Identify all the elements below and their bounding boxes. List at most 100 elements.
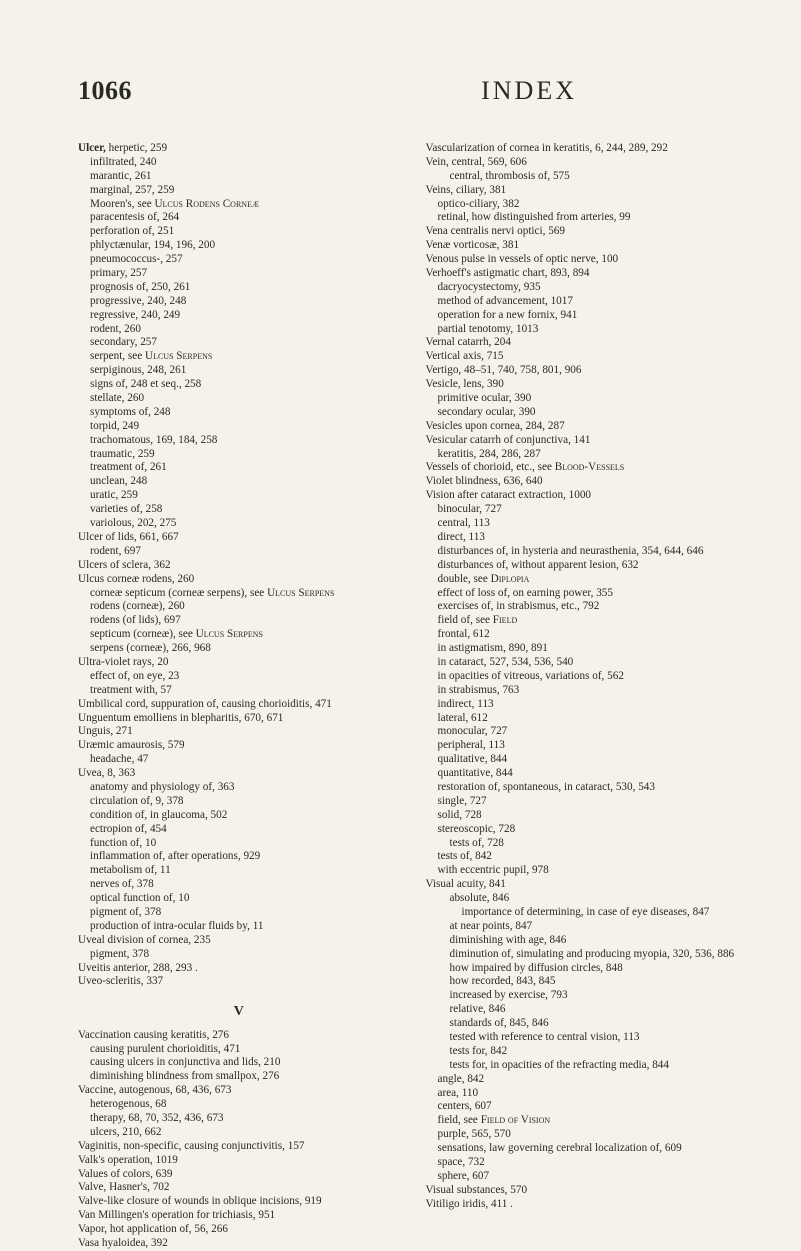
index-entry: Unguentum emolliens in blepharitis, 670,… [78,712,400,726]
index-entry: Uveitis anterior, 288, 293 . [78,962,400,976]
page-title: INDEX [481,76,577,106]
index-entry: perforation of, 251 [78,225,400,239]
index-entry: ectropion of, 454 [78,823,400,837]
index-entry: function of, 10 [78,837,400,851]
index-entry: in strabismus, 763 [426,684,748,698]
index-entry: quantitative, 844 [426,767,748,781]
index-entry: rodent, 260 [78,323,400,337]
index-entry: rodens (of lids), 697 [78,614,400,628]
index-entry: qualitative, 844 [426,753,748,767]
index-entry: serpiginous, 248, 261 [78,364,400,378]
right-column: Vascularization of cornea in keratitis, … [426,142,748,1251]
index-entry: sensations, law governing cerebral local… [426,1142,748,1156]
index-entry: diminution of, simulating and producing … [426,948,748,962]
index-entry: importance of determining, in case of ey… [426,906,748,920]
index-entry: how impaired by diffusion circles, 848 [426,962,748,976]
index-entry: tested with reference to central vision,… [426,1031,748,1045]
index-entry: frontal, 612 [426,628,748,642]
index-entry: Veins, ciliary, 381 [426,184,748,198]
index-columns: Ulcer, herpetic, 259infiltrated, 240mara… [78,142,747,1251]
index-entry: effect of, on eye, 23 [78,670,400,684]
index-page: 1066 INDEX Ulcer, herpetic, 259infiltrat… [0,0,801,1251]
index-entry: stellate, 260 [78,392,400,406]
index-entry: Vaginitis, non-specific, causing conjunc… [78,1140,400,1154]
index-entry: traumatic, 259 [78,448,400,462]
index-entry: headache, 47 [78,753,400,767]
index-entry: lateral, 612 [426,712,748,726]
index-entry: increased by exercise, 793 [426,989,748,1003]
index-entry: effect of loss of, on earning power, 355 [426,587,748,601]
index-entry: restoration of, spontaneous, in cataract… [426,781,748,795]
index-entry: Vaccine, autogenous, 68, 436, 673 [78,1084,400,1098]
index-entry: serpent, see Ulcus Serpens [78,350,400,364]
index-entry: rodens (corneæ), 260 [78,600,400,614]
index-entry: optical function of, 10 [78,892,400,906]
index-entry: infiltrated, 240 [78,156,400,170]
index-entry: centers, 607 [426,1100,748,1114]
index-entry: paracentesis of, 264 [78,211,400,225]
index-entry: purple, 565, 570 [426,1128,748,1142]
index-entry: Uræmic amaurosis, 579 [78,739,400,753]
left-column: Ulcer, herpetic, 259infiltrated, 240mara… [78,142,400,1251]
index-entry: condition of, in glaucoma, 502 [78,809,400,823]
index-entry: Vascularization of cornea in keratitis, … [426,142,748,156]
index-entry: solid, 728 [426,809,748,823]
index-entry: tests for, in opacities of the refractin… [426,1059,748,1073]
index-entry: Van Millingen's operation for trichiasis… [78,1209,400,1223]
index-entry: secondary, 257 [78,336,400,350]
index-entry: Values of colors, 639 [78,1168,400,1182]
index-entry: tests for, 842 [426,1045,748,1059]
index-entry: primitive ocular, 390 [426,392,748,406]
index-entry: absolute, 846 [426,892,748,906]
index-entry: Uveal division of cornea, 235 [78,934,400,948]
index-entry: method of advancement, 1017 [426,295,748,309]
index-entry: Valk's operation, 1019 [78,1154,400,1168]
index-entry: Venous pulse in vessels of optic nerve, … [426,253,748,267]
index-entry: pigment, 378 [78,948,400,962]
index-entry: Umbilical cord, suppuration of, causing … [78,698,400,712]
index-entry: Vitiligo iridis, 411 . [426,1198,748,1212]
index-entry: causing ulcers in conjunctiva and lids, … [78,1056,400,1070]
index-entry: Vena centralis nervi optici, 569 [426,225,748,239]
index-entry: stereoscopic, 728 [426,823,748,837]
index-entry: in astigmatism, 890, 891 [426,642,748,656]
index-entry: ulcers, 210, 662 [78,1126,400,1140]
index-entry: tests of, 842 [426,850,748,864]
index-entry: angle, 842 [426,1073,748,1087]
index-entry: pneumococcus-, 257 [78,253,400,267]
index-entry: Vesicular catarrh of conjunctiva, 141 [426,434,748,448]
index-entry: symptoms of, 248 [78,406,400,420]
index-entry: Vein, central, 569, 606 [426,156,748,170]
index-entry: marantic, 261 [78,170,400,184]
index-entry: Vessels of chorioid, etc., see Blood-Ves… [426,461,748,475]
index-entry: Visual acuity, 841 [426,878,748,892]
index-entry: optico-ciliary, 382 [426,198,748,212]
index-entry: anatomy and physiology of, 363 [78,781,400,795]
index-entry: Vasa hyaloidea, 392 [78,1237,400,1251]
section-letter: V [78,1003,400,1020]
index-entry: therapy, 68, 70, 352, 436, 673 [78,1112,400,1126]
index-entry: Violet blindness, 636, 640 [426,475,748,489]
index-entry: Uveo-scleritis, 337 [78,975,400,989]
index-entry: direct, 113 [426,531,748,545]
index-entry: Mooren's, see Ulcus Rodens Corneæ [78,198,400,212]
index-entry: disturbances of, without apparent lesion… [426,559,748,573]
index-entry: how recorded, 843, 845 [426,975,748,989]
index-entry: corneæ septicum (corneæ serpens), see Ul… [78,587,400,601]
index-entry: Valve, Hasner's, 702 [78,1181,400,1195]
index-entry: with eccentric pupil, 978 [426,864,748,878]
index-entry: diminishing blindness from smallpox, 276 [78,1070,400,1084]
index-entry: torpid, 249 [78,420,400,434]
index-entry: primary, 257 [78,267,400,281]
index-entry: double, see Diplopia [426,573,748,587]
index-entry: phlyctænular, 194, 196, 200 [78,239,400,253]
index-entry: field, see Field of Vision [426,1114,748,1128]
index-entry: Ulcus corneæ rodens, 260 [78,573,400,587]
index-entry: Ulcer, herpetic, 259 [78,142,400,156]
index-entry: in cataract, 527, 534, 536, 540 [426,656,748,670]
index-entry: Vertigo, 48–51, 740, 758, 801, 906 [426,364,748,378]
index-entry: uratic, 259 [78,489,400,503]
index-entry: heterogenous, 68 [78,1098,400,1112]
index-entry: field of, see Field [426,614,748,628]
index-entry: Ulcers of sclera, 362 [78,559,400,573]
